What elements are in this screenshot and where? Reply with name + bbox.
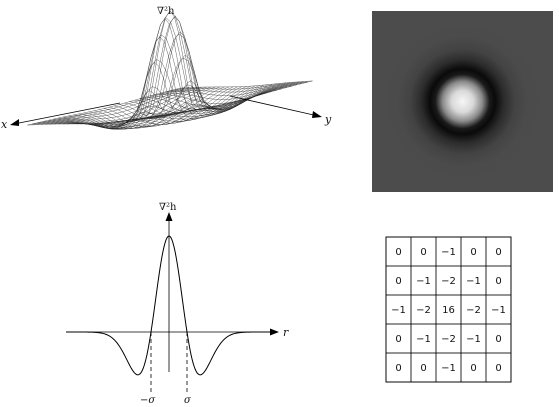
mask-cell-value: −1 (416, 334, 431, 345)
mask-cell-value: 0 (495, 363, 501, 374)
mesh-line (137, 82, 291, 120)
mesh-line (75, 86, 229, 130)
mask-cell-value: −1 (391, 305, 406, 316)
mask-cell-value: 0 (395, 247, 401, 258)
mask-cell-value: 0 (420, 363, 426, 374)
log-intensity-image (372, 11, 553, 192)
mesh-line (40, 87, 194, 125)
mask-cell-value: −1 (491, 305, 506, 316)
mesh-line (159, 80, 313, 119)
x-axis-arrowhead (10, 119, 19, 126)
mesh-line (71, 86, 225, 129)
y-axis-label: y (324, 113, 332, 126)
mesh-line (80, 59, 234, 130)
r-axis-arrowhead (270, 328, 279, 336)
vertical-axis-arrowhead (165, 212, 173, 221)
x-axis-line (13, 102, 121, 125)
mask-cell-value: −2 (416, 305, 431, 316)
mesh-line (102, 33, 256, 129)
mesh-line (124, 83, 278, 124)
r-axis-label: r (283, 326, 289, 339)
mesh-line (146, 81, 300, 119)
mesh-line (111, 84, 265, 128)
mesh-line (27, 87, 181, 126)
mesh-line (45, 87, 199, 125)
mask-cell-value: −1 (416, 276, 431, 287)
mesh-line (36, 87, 190, 125)
mesh-line (97, 16, 251, 129)
mask-cell-value: 0 (420, 247, 426, 258)
mesh-line (58, 110, 191, 130)
y-axis-line (229, 95, 319, 117)
mask-cell-value: −2 (466, 305, 481, 316)
mask-cell-value: −2 (441, 276, 456, 287)
mask-cell-value: 0 (395, 334, 401, 345)
mesh-line (49, 86, 203, 125)
mask-cell-value: 0 (470, 363, 476, 374)
pos-sigma-label: σ (184, 395, 192, 406)
mask-cell-value: 0 (495, 247, 501, 258)
mesh-line (103, 10, 237, 121)
mask-cell-value: −2 (441, 334, 456, 345)
y-axis-arrowhead (312, 111, 322, 118)
log-profile-curve (66, 235, 272, 376)
log-mask-grid: 0 0 −1 0 0 0 −1 −2 −1 0 −1 −2 16 −2 −1 0 −1 −2 −1 0 0 0 −1 0 0 (385, 236, 512, 383)
mask-cell-value: 0 (395, 276, 401, 287)
mask-cell-value: −1 (466, 334, 481, 345)
x-axis-label: x (1, 118, 8, 131)
mask-cell-value: 16 (442, 305, 455, 316)
intensity-image-content (372, 11, 553, 192)
mask-cell-value: 0 (470, 247, 476, 258)
mask-cell-value: −1 (466, 276, 481, 287)
log-profile-plot: ∇²h r −σ σ (66, 202, 289, 406)
mesh-line (106, 57, 260, 128)
surface-plot-title: ∇²h (157, 6, 175, 17)
mask-cell-value: 0 (495, 276, 501, 287)
neg-sigma-label: −σ (140, 395, 156, 406)
profile-plot-title: ∇²h (159, 202, 177, 213)
mesh-line (84, 34, 238, 130)
mesh-line (155, 81, 309, 119)
wireframe-mesh (27, 10, 313, 130)
mask-cell (485, 352, 512, 383)
mask-cell-value: 0 (395, 363, 401, 374)
mesh-line (150, 81, 304, 119)
mask-cell-value: 0 (495, 334, 501, 345)
mask-cell-value: −1 (441, 363, 456, 374)
mask-cell-value: −1 (441, 247, 456, 258)
log-surface-plot: x y ∇²h (1, 6, 332, 131)
mesh-line (93, 10, 247, 130)
mesh-line (31, 87, 185, 126)
